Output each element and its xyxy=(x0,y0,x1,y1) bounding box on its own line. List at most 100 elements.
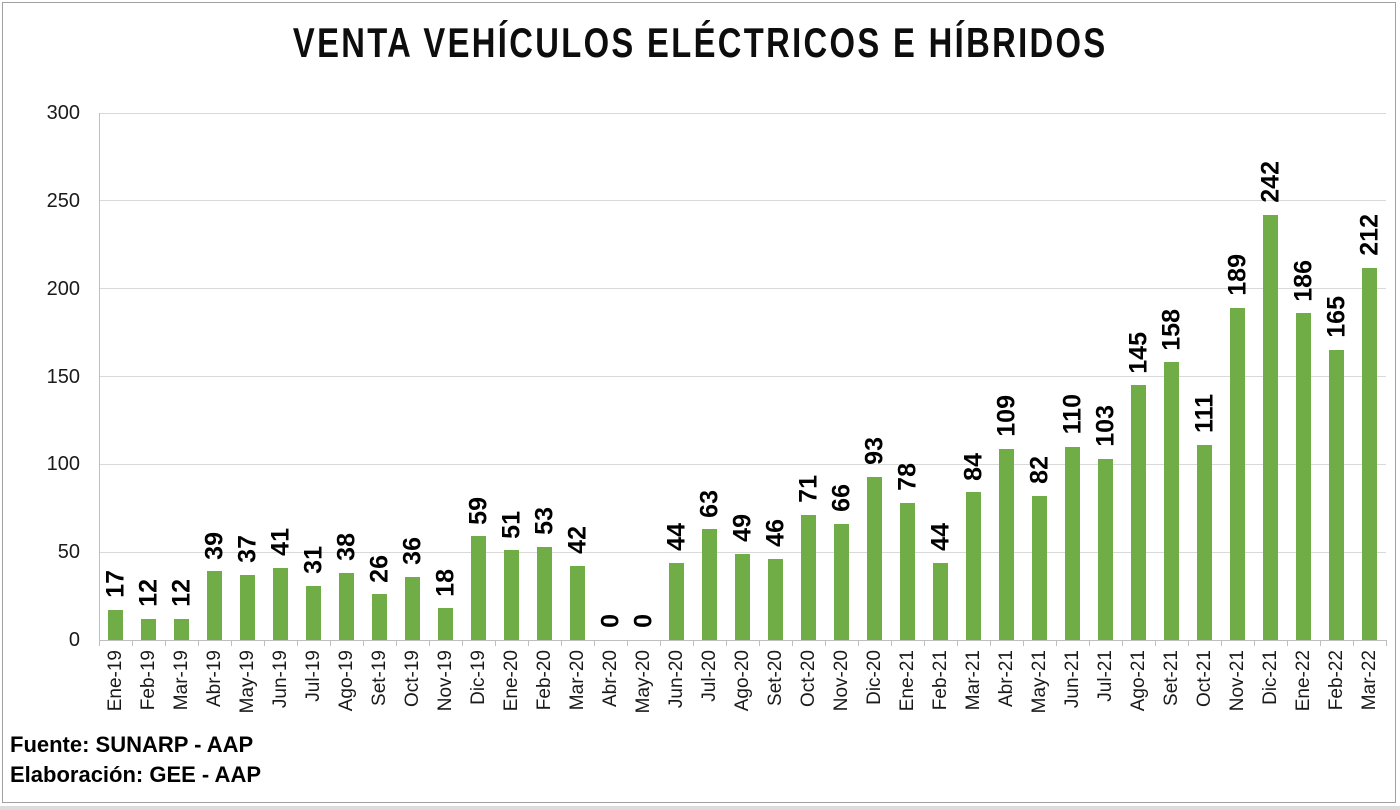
x-axis-tick-label: Jul-19 xyxy=(302,650,324,702)
bar-value-label: 12 xyxy=(134,579,162,607)
x-axis-tick-label: Oct-20 xyxy=(797,650,819,708)
chart-title: VENTA VEHÍCULOS ELÉCTRICOS E HÍBRIDOS xyxy=(292,19,1108,66)
x-axis-tickmark xyxy=(396,641,397,646)
x-axis-tickmark xyxy=(726,641,727,646)
x-axis-tick-label: Nov-20 xyxy=(830,650,852,712)
x-axis-tickmark xyxy=(891,641,892,646)
bar xyxy=(273,567,288,640)
bar xyxy=(405,576,420,640)
bar-value-label: 36 xyxy=(398,536,426,565)
x-axis-tickmark xyxy=(495,641,496,646)
bar xyxy=(900,502,915,640)
x-axis-tickmark xyxy=(1320,641,1321,646)
x-axis-tick-label: Jun-19 xyxy=(269,650,291,709)
bar xyxy=(735,553,750,640)
y-axis-tick-label: 250 xyxy=(46,189,80,212)
x-axis-tickmark xyxy=(1056,641,1057,646)
x-axis-tick-label: Jul-21 xyxy=(1094,650,1116,702)
bar xyxy=(1164,362,1179,640)
y-axis-tick-label: 0 xyxy=(68,629,80,651)
bar-value-label: 38 xyxy=(332,533,360,562)
bar xyxy=(834,524,849,640)
bar xyxy=(570,566,585,640)
x-axis-line xyxy=(99,640,1387,641)
x-axis-tick-label: Ago-19 xyxy=(335,650,357,712)
bar-value-label: 12 xyxy=(167,579,195,607)
x-axis-tickmark xyxy=(165,641,166,646)
bar-value-label: 111 xyxy=(1190,394,1218,434)
x-axis-tickmark xyxy=(990,641,991,646)
x-axis-tick-label: Ago-20 xyxy=(731,650,753,712)
bar-value-label: 44 xyxy=(662,522,690,551)
bar-value-label: 84 xyxy=(959,452,987,481)
x-axis-tick-label: Oct-21 xyxy=(1193,650,1215,708)
bar xyxy=(174,618,189,640)
bar xyxy=(1098,459,1113,640)
bar xyxy=(108,610,123,640)
x-axis-tick-label: Feb-20 xyxy=(533,650,555,711)
x-axis-tick-label: Nov-19 xyxy=(434,650,456,712)
bar-value-label: 18 xyxy=(431,568,459,597)
bar xyxy=(339,573,354,640)
bar-value-label: 82 xyxy=(1025,456,1053,484)
footer-notes: Fuente: SUNARP - AAP Elaboración: GEE - … xyxy=(10,730,261,790)
x-axis-tickmark xyxy=(759,641,760,646)
x-axis-tickmark xyxy=(693,641,694,646)
x-axis-tick-label: Ene-20 xyxy=(500,650,522,712)
x-axis-tickmark xyxy=(429,641,430,646)
x-axis-tick-label: Nov-21 xyxy=(1226,650,1248,712)
x-axis-tick-label: Jul-20 xyxy=(698,650,720,702)
x-axis-tick-label: Feb-22 xyxy=(1325,650,1347,711)
x-axis-tick-label: Mar-21 xyxy=(962,650,984,711)
x-axis-tick-label: Mar-20 xyxy=(566,650,588,711)
x-axis-tick-label: May-19 xyxy=(236,650,258,714)
bar xyxy=(1131,385,1146,640)
x-axis-tick-label: Abr-21 xyxy=(995,650,1017,708)
bar xyxy=(504,550,519,640)
bar-value-label: 31 xyxy=(299,545,327,574)
chart-title-row: VENTA VEHÍCULOS ELÉCTRICOS E HÍBRIDOS xyxy=(0,16,1400,70)
x-axis-tickmark xyxy=(957,641,958,646)
bar-value-label: 93 xyxy=(860,436,888,465)
x-axis-tickmark xyxy=(1188,641,1189,646)
y-axis-tick-label: 150 xyxy=(46,365,80,388)
y-axis-tick-label: 100 xyxy=(46,453,80,476)
x-axis-tick-label: Dic-19 xyxy=(467,650,489,705)
elaboration-note: Elaboración: GEE - AAP xyxy=(10,762,262,787)
bar xyxy=(1032,495,1047,640)
bar-value-label: 242 xyxy=(1256,161,1284,203)
x-axis-tickmark xyxy=(1089,641,1090,646)
bar xyxy=(1362,267,1377,640)
x-axis-tickmark xyxy=(1122,641,1123,646)
y-axis-line xyxy=(99,113,100,640)
bar-value-label: 53 xyxy=(530,507,558,535)
gridline xyxy=(99,463,1386,465)
bar-value-label: 66 xyxy=(827,484,855,513)
source-note: Fuente: SUNARP - AAP xyxy=(10,732,254,757)
bar xyxy=(471,536,486,640)
x-axis-tick-label: Jun-21 xyxy=(1061,650,1083,709)
bar-value-label: 37 xyxy=(233,535,261,564)
x-axis-tickmark xyxy=(528,641,529,646)
bar xyxy=(372,594,387,640)
bar-value-label: 51 xyxy=(497,510,525,539)
bar xyxy=(1230,307,1245,640)
x-axis-tickmark xyxy=(1254,641,1255,646)
gridline xyxy=(99,288,1386,290)
bar-value-label: 158 xyxy=(1157,308,1185,351)
x-axis-tickmark xyxy=(198,641,199,646)
x-axis-tickmark xyxy=(594,641,595,646)
x-axis-tick-label: Feb-21 xyxy=(929,650,951,711)
bar xyxy=(1065,446,1080,640)
bar-value-label: 49 xyxy=(728,514,756,542)
x-axis-tick-label: Ene-21 xyxy=(896,650,918,712)
x-axis-tick-label: Abr-20 xyxy=(599,650,621,708)
gridline xyxy=(99,551,1386,553)
page-border-bottom-strip xyxy=(0,806,1400,810)
gridline xyxy=(99,376,1386,377)
y-axis-tick-label: 200 xyxy=(46,277,80,300)
x-axis-tickmark xyxy=(1221,641,1222,646)
bar-value-label: 46 xyxy=(761,519,789,548)
